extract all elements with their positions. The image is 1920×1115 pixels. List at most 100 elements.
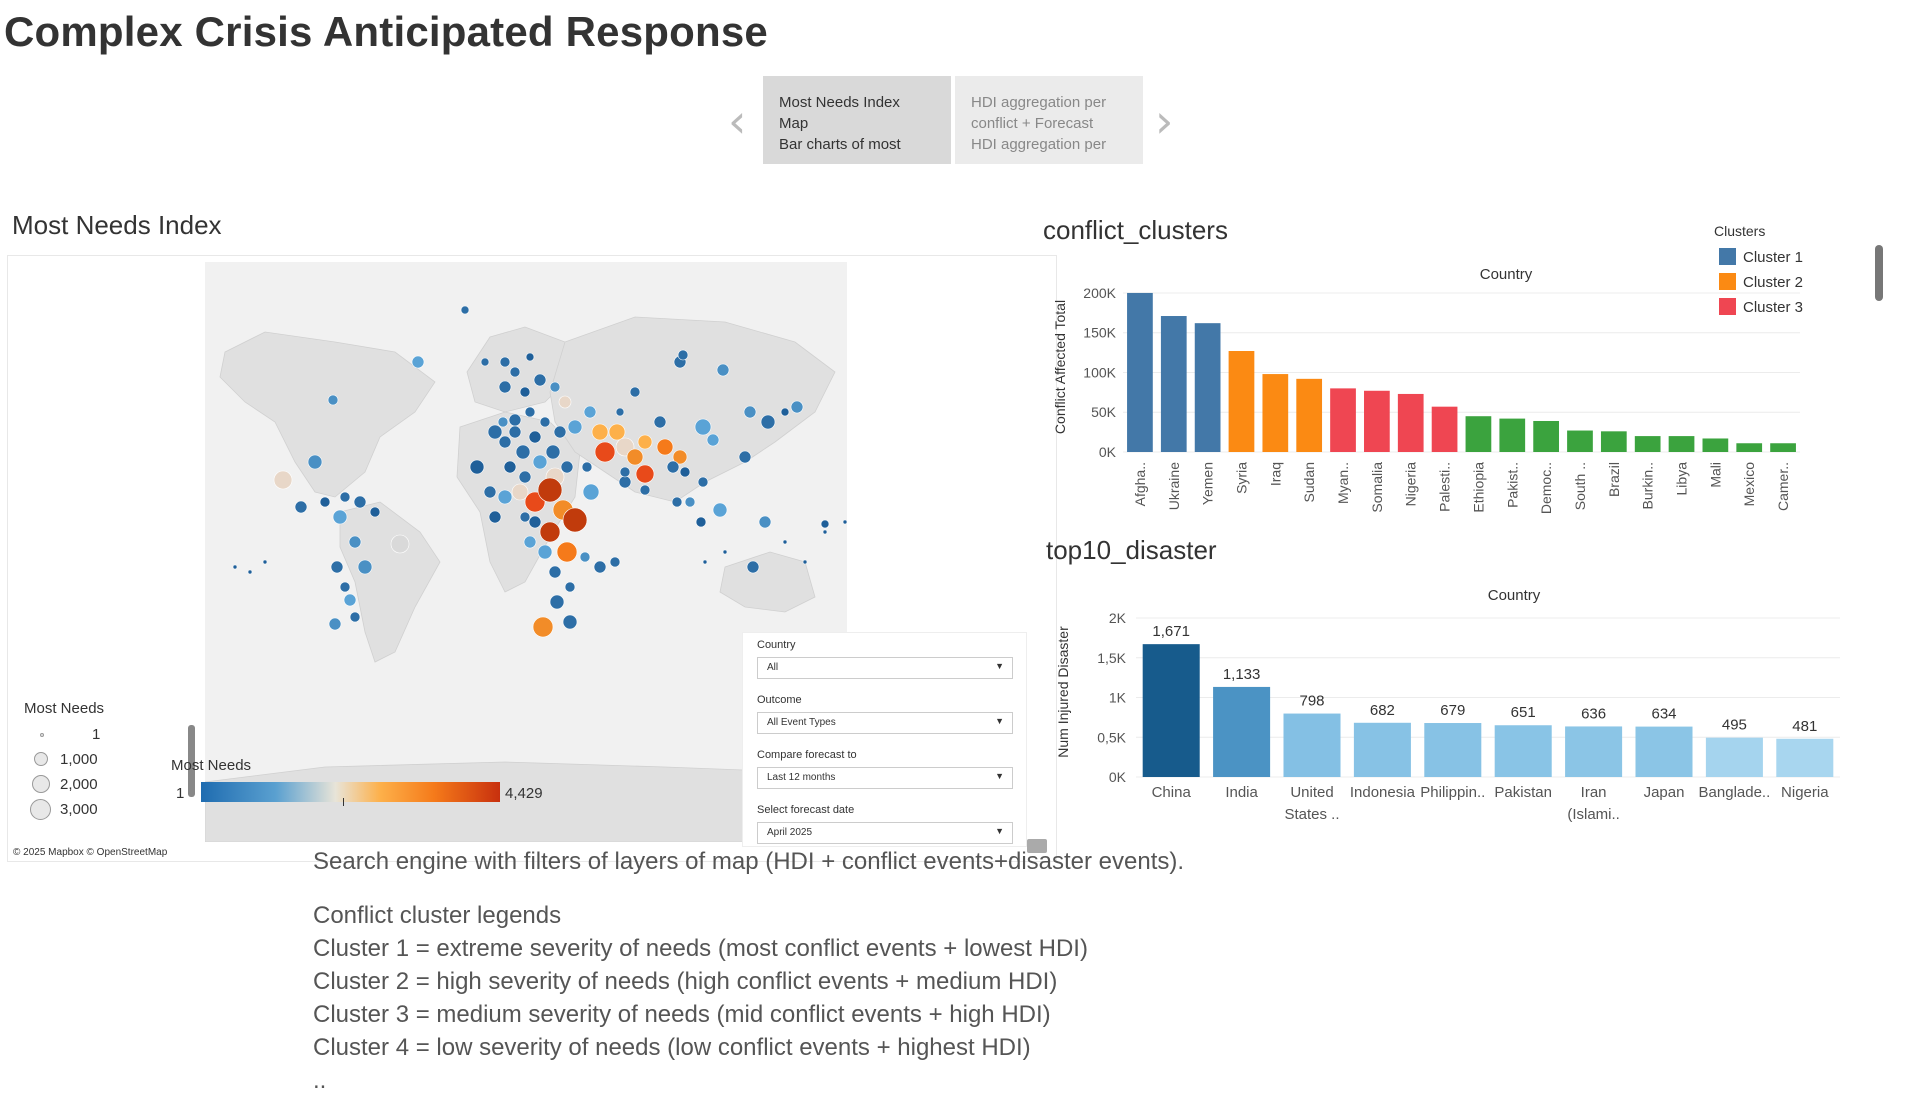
bar[interactable]	[1499, 418, 1526, 452]
map-marker[interactable]	[702, 559, 708, 565]
bar[interactable]	[1567, 430, 1593, 452]
map-marker[interactable]	[694, 418, 712, 436]
bar[interactable]	[1634, 436, 1661, 452]
map-marker[interactable]	[503, 460, 517, 474]
bar[interactable]	[1194, 323, 1221, 452]
map-marker[interactable]	[760, 414, 776, 430]
map-marker[interactable]	[509, 366, 521, 378]
bar[interactable]	[1600, 431, 1627, 452]
map-marker[interactable]	[499, 356, 511, 368]
bar[interactable]	[1770, 443, 1796, 452]
map-marker[interactable]	[519, 511, 531, 523]
map-marker[interactable]	[319, 496, 331, 508]
bar[interactable]	[1353, 722, 1411, 777]
map-marker[interactable]	[262, 559, 268, 565]
map-marker[interactable]	[790, 400, 804, 414]
map-marker[interactable]	[560, 460, 574, 474]
bar[interactable]	[1736, 443, 1763, 452]
map-marker[interactable]	[343, 593, 357, 607]
map-marker[interactable]	[539, 416, 551, 428]
map-marker[interactable]	[567, 419, 583, 435]
story-point-2[interactable]: HDI aggregation per conflict + Forecast …	[955, 76, 1143, 164]
map-marker[interactable]	[537, 477, 563, 503]
map-marker[interactable]	[653, 415, 667, 429]
map-marker[interactable]	[532, 454, 548, 470]
map-marker[interactable]	[695, 516, 707, 528]
world-map[interactable]	[205, 262, 847, 842]
map-marker[interactable]	[357, 559, 373, 575]
map-marker[interactable]	[802, 559, 808, 565]
bar[interactable]	[1705, 737, 1763, 777]
map-marker[interactable]	[722, 549, 728, 555]
bar[interactable]	[1262, 374, 1289, 452]
map-marker[interactable]	[558, 395, 572, 409]
map-marker[interactable]	[515, 444, 531, 460]
map-marker[interactable]	[820, 519, 830, 529]
chevron-right-icon[interactable]: ›	[1155, 94, 1174, 148]
chevron-left-icon[interactable]: ‹	[728, 94, 747, 148]
map-marker[interactable]	[626, 448, 644, 466]
map-marker[interactable]	[677, 349, 689, 361]
map-marker[interactable]	[562, 614, 578, 630]
map-marker[interactable]	[498, 435, 512, 449]
map-marker[interactable]	[758, 515, 772, 529]
map-marker[interactable]	[460, 305, 470, 315]
map-controls-button[interactable]	[1027, 839, 1047, 853]
map-marker[interactable]	[666, 460, 680, 474]
map-marker[interactable]	[332, 509, 348, 525]
map-marker[interactable]	[556, 541, 578, 563]
bar[interactable]	[1465, 416, 1492, 452]
map-marker[interactable]	[480, 357, 490, 367]
map-marker[interactable]	[743, 405, 757, 419]
map-marker[interactable]	[339, 581, 351, 593]
map-marker[interactable]	[549, 594, 565, 610]
map-marker[interactable]	[593, 560, 607, 574]
map-marker[interactable]	[639, 484, 651, 496]
map-marker[interactable]	[697, 476, 709, 488]
map-marker[interactable]	[537, 544, 553, 560]
map-marker[interactable]	[247, 569, 253, 575]
map-marker[interactable]	[615, 407, 625, 417]
map-marker[interactable]	[549, 381, 561, 393]
bar[interactable]	[1635, 726, 1693, 777]
map-marker[interactable]	[528, 430, 542, 444]
map-marker[interactable]	[684, 496, 696, 508]
forecast-date-dropdown[interactable]: April 2025 ▼	[757, 822, 1013, 844]
legend-swatch[interactable]	[1719, 273, 1736, 290]
bar[interactable]	[1364, 390, 1390, 452]
map-marker[interactable]	[746, 560, 760, 574]
map-marker[interactable]	[411, 355, 425, 369]
map-marker[interactable]	[518, 470, 532, 484]
bar[interactable]	[1160, 316, 1187, 452]
map-marker[interactable]	[528, 515, 542, 529]
map-marker[interactable]	[635, 464, 655, 484]
bar[interactable]	[1283, 713, 1341, 777]
bar[interactable]	[1565, 726, 1623, 777]
map-marker[interactable]	[672, 449, 688, 465]
map-marker[interactable]	[619, 466, 631, 478]
map-marker[interactable]	[498, 380, 512, 394]
map-marker[interactable]	[671, 496, 683, 508]
map-marker[interactable]	[581, 461, 593, 473]
map-marker[interactable]	[716, 363, 730, 377]
outcome-dropdown[interactable]: All Event Types ▼	[757, 712, 1013, 734]
map-marker[interactable]	[608, 423, 626, 441]
map-marker[interactable]	[508, 425, 522, 439]
bar[interactable]	[1127, 292, 1153, 452]
bar[interactable]	[1228, 351, 1255, 452]
map-marker[interactable]	[582, 483, 600, 501]
bar[interactable]	[1776, 738, 1834, 777]
map-marker[interactable]	[523, 535, 537, 549]
map-marker[interactable]	[519, 386, 531, 398]
map-marker[interactable]	[328, 617, 342, 631]
map-marker[interactable]	[497, 416, 509, 428]
map-marker[interactable]	[564, 581, 576, 593]
map-marker[interactable]	[656, 438, 674, 456]
map-marker[interactable]	[339, 491, 351, 503]
map-marker[interactable]	[618, 475, 632, 489]
bar[interactable]	[1142, 644, 1200, 777]
map-marker[interactable]	[539, 521, 561, 543]
map-marker[interactable]	[469, 459, 485, 475]
compare-forecast-dropdown[interactable]: Last 12 months ▼	[757, 767, 1013, 789]
map-marker[interactable]	[511, 483, 529, 501]
